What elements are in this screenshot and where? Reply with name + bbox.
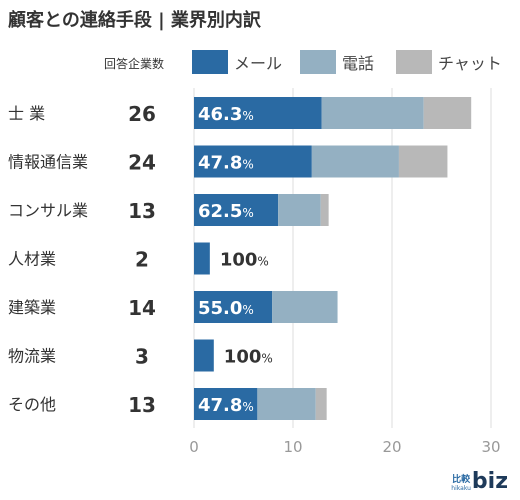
bar-segment — [398, 145, 448, 178]
bar-segment — [278, 194, 321, 226]
percent-label: 62.5% — [198, 201, 254, 222]
legend-chat: チャット — [396, 50, 502, 74]
bar-segment — [423, 97, 472, 129]
count-label: 26 — [128, 102, 156, 126]
x-tick-label: 10 — [283, 438, 302, 456]
count-label: 3 — [135, 345, 149, 369]
bar-segment — [194, 97, 322, 129]
percent-label: 100% — [224, 347, 273, 368]
logo-main: biz — [471, 469, 508, 494]
hikaku-biz-logo: 比較 hikaku biz — [451, 469, 508, 494]
legend-phone-swatch — [300, 50, 336, 74]
legend-phone-label: 電話 — [342, 54, 375, 73]
legend-phone: 電話 — [300, 50, 374, 74]
percent-label: 47.8% — [198, 395, 254, 416]
category-label: 情報通信業 — [8, 153, 88, 172]
x-tick-label: 0 — [189, 438, 199, 456]
bar-segment — [311, 145, 399, 178]
logo-sub: hikaku — [451, 485, 471, 492]
count-label: 13 — [128, 199, 156, 223]
legend-mail-swatch — [192, 50, 228, 74]
category-label: 建築業 — [8, 298, 56, 317]
logo-top: 比較 — [452, 475, 471, 485]
count-label: 24 — [128, 151, 156, 175]
bar-segment — [272, 291, 338, 323]
legend-mail-label: メール — [234, 54, 283, 73]
bar-segment — [194, 145, 312, 178]
count-header: 回答企業数 — [104, 57, 165, 71]
bar-segment — [257, 388, 316, 420]
count-label: 2 — [135, 248, 149, 272]
x-tick-label: 20 — [382, 438, 401, 456]
bar-segment — [315, 388, 327, 420]
legend-chat-swatch — [396, 50, 432, 74]
bar-segment — [194, 242, 210, 275]
category-label: 士 業 — [8, 104, 45, 123]
count-label: 13 — [128, 393, 156, 417]
chart-title: 顧客との連絡手段 | 業界別内訳 — [8, 10, 261, 31]
percent-label: 100% — [220, 250, 269, 271]
percent-label: 55.0% — [198, 298, 254, 319]
bar-segment — [194, 291, 273, 323]
legend-mail: メール — [192, 50, 282, 74]
bar-segment — [321, 97, 424, 129]
category-label: コンサル業 — [8, 201, 88, 220]
bar-segment — [320, 194, 329, 226]
category-label: その他 — [8, 395, 56, 414]
x-tick-label: 30 — [481, 438, 500, 456]
bar-segment — [194, 388, 258, 420]
percent-label: 47.8% — [198, 153, 254, 174]
category-label: 人材業 — [8, 250, 56, 269]
bar-segment — [194, 339, 214, 372]
bar-segment — [194, 194, 279, 226]
legend-chat-label: チャット — [438, 54, 502, 73]
category-label: 物流業 — [8, 347, 56, 366]
percent-label: 46.3% — [198, 104, 254, 125]
count-label: 14 — [128, 296, 156, 320]
